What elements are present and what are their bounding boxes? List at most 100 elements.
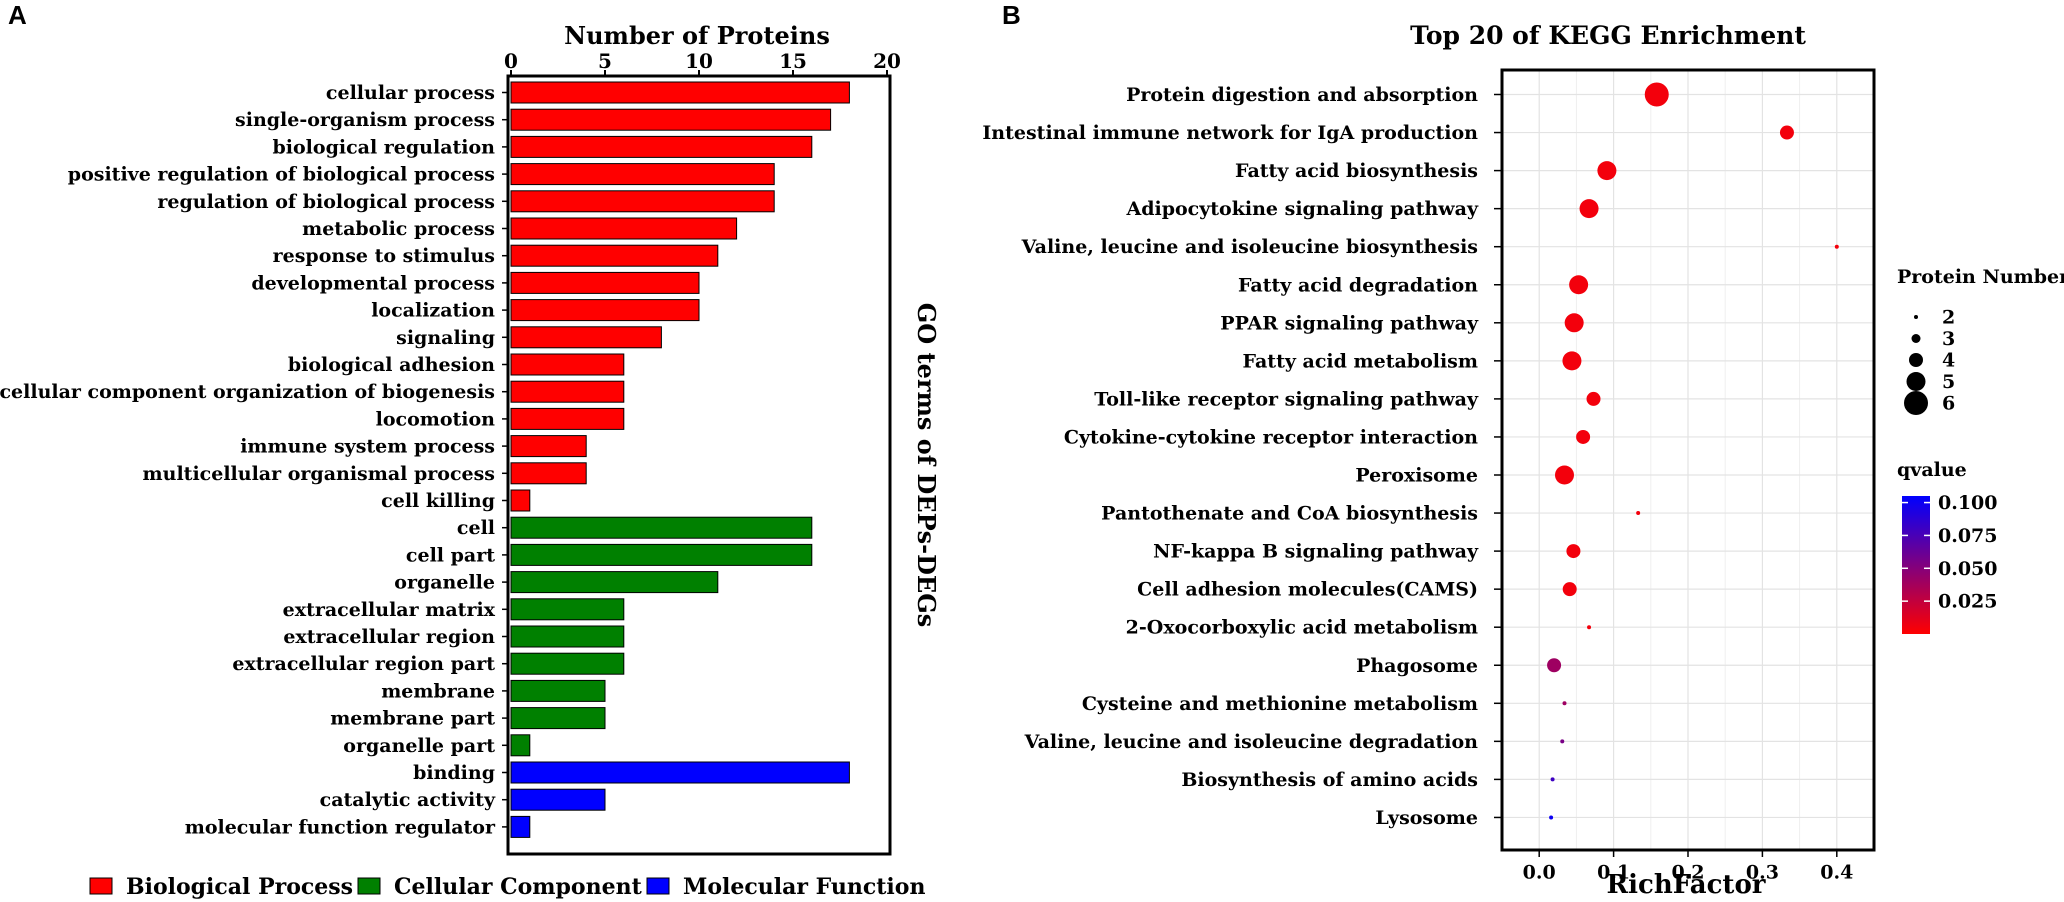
bar [510, 135, 813, 158]
kegg-point [1562, 582, 1577, 597]
legend-label: Molecular Function [683, 874, 925, 900]
kegg-point [1560, 739, 1565, 744]
kegg-pathway-label: Lysosome [1375, 807, 1478, 829]
kegg-x-tick-label: 0.0 [1523, 862, 1556, 884]
bar [510, 108, 832, 131]
bar [510, 271, 700, 294]
kegg-point [1562, 701, 1567, 706]
kegg-point [1579, 199, 1599, 219]
qvalue-legend-title: qvalue [1897, 459, 1967, 481]
kegg-pathway-label: 2-Oxocorboxylic acid metabolism [1126, 617, 1478, 639]
bar [510, 407, 625, 430]
bar [510, 571, 719, 594]
kegg-pathway-label: Peroxisome [1355, 465, 1478, 487]
kegg-points [1547, 82, 1839, 820]
bar-chart-y-axis-title: GO terms of DEPs-DEGs [912, 303, 941, 627]
kegg-point [1834, 244, 1839, 249]
bar-x-tick-label: 0 [504, 49, 518, 73]
bar [510, 244, 719, 267]
kegg-pathway-labels: Protein digestion and absorption Intestin… [982, 84, 1502, 829]
bar [510, 190, 775, 213]
kegg-x-axis: 0.0 0.1 0.2 0.3 0.4 [1523, 850, 1853, 884]
bar-category-label: immune system process [240, 436, 495, 458]
bar-category-label: regulation of biological process [157, 191, 495, 213]
bar-category-label: metabolic process [302, 218, 495, 240]
kegg-pathway-label: Valine, leucine and isoleucine degradati… [1024, 731, 1479, 753]
kegg-chart-title: Top 20 of KEGG Enrichment [1410, 21, 1806, 50]
bar-category-label: response to stimulus [273, 245, 495, 267]
bar-category-label: cellular process [326, 82, 495, 104]
size-legend-label: 5 [1942, 371, 1955, 393]
bar [510, 516, 813, 539]
panel-a-letter: A [8, 0, 27, 30]
bar-category-label: developmental process [251, 272, 495, 294]
bar [510, 788, 606, 811]
kegg-x-tick-label: 0.2 [1671, 862, 1704, 884]
kegg-point [1569, 275, 1589, 295]
bar-category-label: cell [457, 517, 495, 539]
size-legend-dot [1914, 315, 1918, 319]
size-legend-label: 4 [1942, 350, 1955, 372]
kegg-point [1587, 625, 1592, 630]
bar-category-label: locomotion [376, 408, 496, 430]
bar-x-tick-label: 10 [685, 49, 713, 73]
qvalue-tick-label: 0.025 [1938, 591, 1998, 613]
kegg-point [1597, 161, 1617, 181]
bar-chart-x-axis: 0 5 10 15 20 [504, 49, 901, 76]
bar [510, 217, 738, 240]
size-legend-label: 6 [1942, 393, 1955, 415]
kegg-pathway-label: Intestinal immune network for IgA produc… [982, 122, 1478, 144]
bar-category-label: signaling [396, 327, 495, 349]
bar-category-label: cell part [406, 544, 495, 566]
bar-category-label: localization [371, 300, 495, 322]
kegg-point [1554, 465, 1574, 485]
kegg-x-tick-label: 0.3 [1746, 862, 1779, 884]
bar-x-tick-label: 20 [873, 49, 901, 73]
kegg-point [1644, 82, 1669, 107]
kegg-pathway-label: Fatty acid degradation [1238, 274, 1478, 296]
kegg-point [1576, 429, 1591, 444]
kegg-point [1564, 313, 1584, 333]
bar-category-label: organelle part [343, 735, 495, 757]
qvalue-tick-label: 0.075 [1938, 525, 1998, 547]
bar [510, 707, 606, 730]
bar-category-label: biological adhesion [288, 354, 495, 376]
bar-chart-category-labels: cellular process single-organism process b… [0, 82, 508, 838]
bar [510, 652, 625, 675]
size-legend-dot [1909, 353, 1923, 367]
bar-category-label: catalytic activity [320, 789, 496, 811]
kegg-point [1547, 658, 1562, 673]
panel-b-letter: B [1002, 0, 1021, 30]
bar-category-label: extracellular matrix [283, 599, 496, 621]
kegg-point [1779, 125, 1794, 140]
bar-category-label: molecular function regulator [185, 816, 496, 838]
kegg-pathway-label: Biosynthesis of amino acids [1181, 769, 1478, 791]
legend-label: Biological Process [126, 874, 353, 900]
size-legend-label: 2 [1942, 307, 1955, 329]
qvalue-tick-label: 0.050 [1938, 558, 1998, 580]
bar [510, 734, 531, 757]
kegg-point [1550, 777, 1555, 782]
kegg-pathway-label: Fatty acid biosynthesis [1235, 160, 1478, 182]
legend-swatch [89, 877, 113, 895]
bar-category-label: organelle [394, 572, 495, 594]
kegg-pathway-label: NF-kappa B signaling pathway [1153, 541, 1479, 563]
kegg-pathway-label: Phagosome [1356, 655, 1478, 677]
qvalue-colorbar [1902, 496, 1930, 634]
bar-category-label: multicellular organismal process [143, 463, 495, 485]
bar [510, 353, 625, 376]
size-legend-dot [1906, 372, 1926, 391]
bar-category-label: cellular component organization of bioge… [0, 381, 495, 403]
bar [510, 380, 625, 403]
bar [510, 543, 813, 566]
bar-chart-plot-frame [506, 74, 892, 856]
kegg-x-tick-label: 0.4 [1820, 862, 1853, 884]
kegg-x-axis-title: RichFactor [1607, 870, 1766, 900]
kegg-pathway-label: Fatty acid metabolism [1243, 350, 1478, 372]
bar-category-label: extracellular region [283, 626, 495, 648]
qvalue-tick-label: 0.100 [1938, 492, 1998, 514]
bar-category-label: membrane [381, 680, 495, 702]
kegg-pathway-label: Pantothenate and CoA biosynthesis [1101, 503, 1478, 525]
kegg-pathway-label: Toll-like receptor signaling pathway [1094, 388, 1479, 410]
